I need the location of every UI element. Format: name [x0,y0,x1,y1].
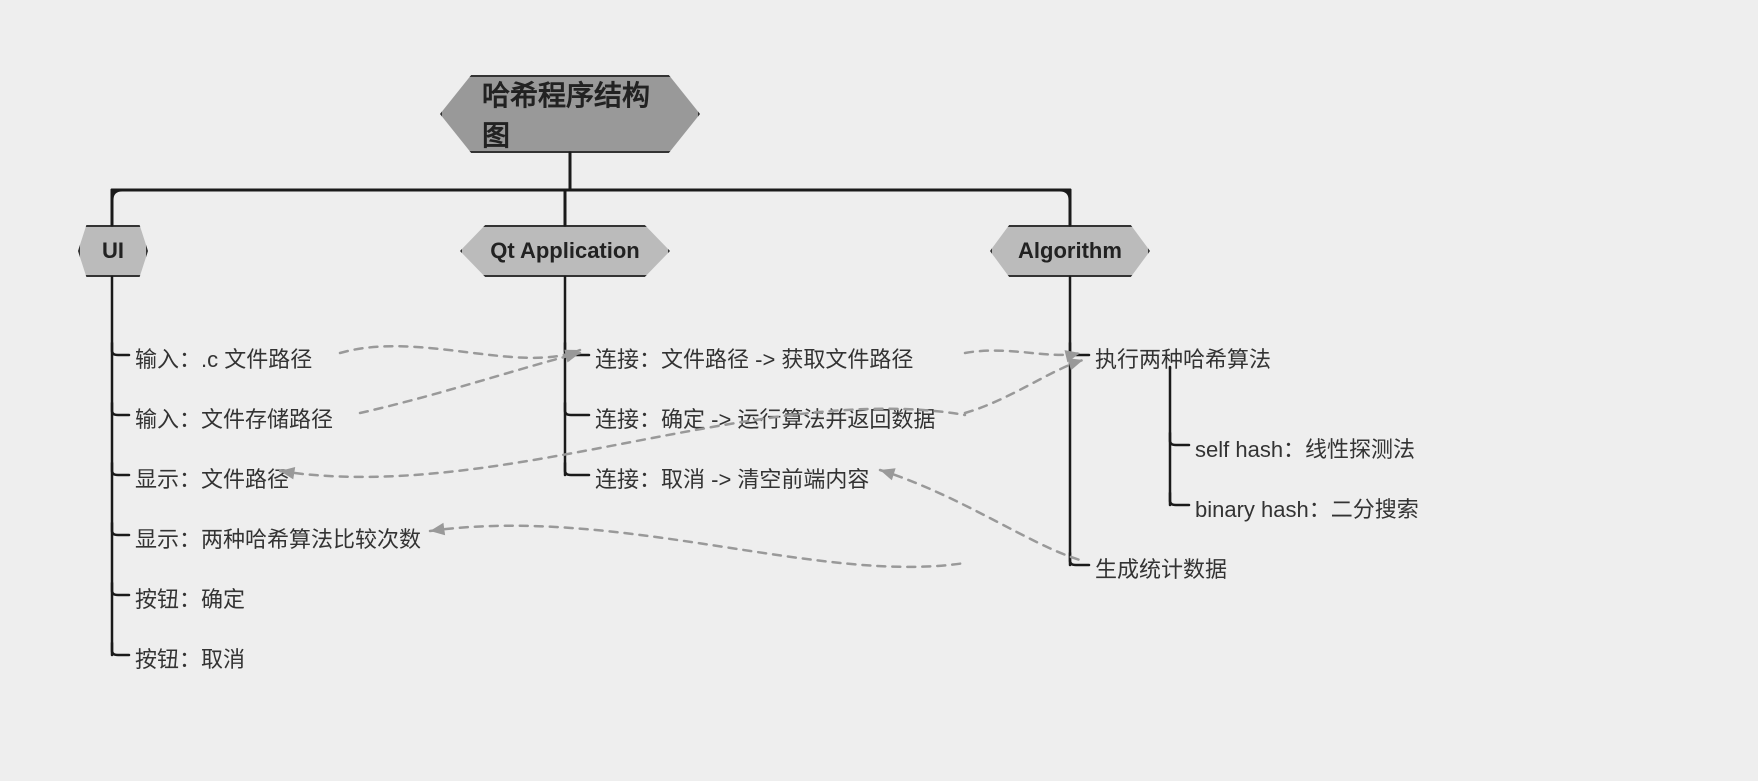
leaf-ui-show-compare-count: 显示：两种哈希算法比较次数 [135,522,421,554]
leaf-algo-binaryhash: binary hash：二分搜索 [1195,492,1419,524]
leaf-algo-exec: 执行两种哈希算法 [1095,342,1271,374]
leaf-algo-selfhash: self hash：线性探测法 [1195,432,1415,464]
leaf-qt-connect-ok: 连接：确定 -> 运行算法并返回数据 [595,402,935,434]
connector-lines [0,0,1758,781]
leaf-ui-input-store-path: 输入：文件存储路径 [135,402,333,434]
leaf-ui-input-c-path: 输入：.c 文件路径 [135,342,312,374]
leaf-qt-connect-cancel: 连接：取消 -> 清空前端内容 [595,462,869,494]
leaf-algo-stats: 生成统计数据 [1095,552,1227,584]
root-node: 哈希程序结构图 [440,75,700,153]
branch-qt: Qt Application [460,225,670,277]
leaf-ui-btn-ok: 按钮：确定 [135,582,245,614]
leaf-ui-show-path: 显示：文件路径 [135,462,289,494]
leaf-ui-btn-cancel: 按钮：取消 [135,642,245,674]
leaf-qt-connect-path: 连接：文件路径 -> 获取文件路径 [595,342,913,374]
branch-ui: UI [78,225,148,277]
branch-algorithm: Algorithm [990,225,1150,277]
